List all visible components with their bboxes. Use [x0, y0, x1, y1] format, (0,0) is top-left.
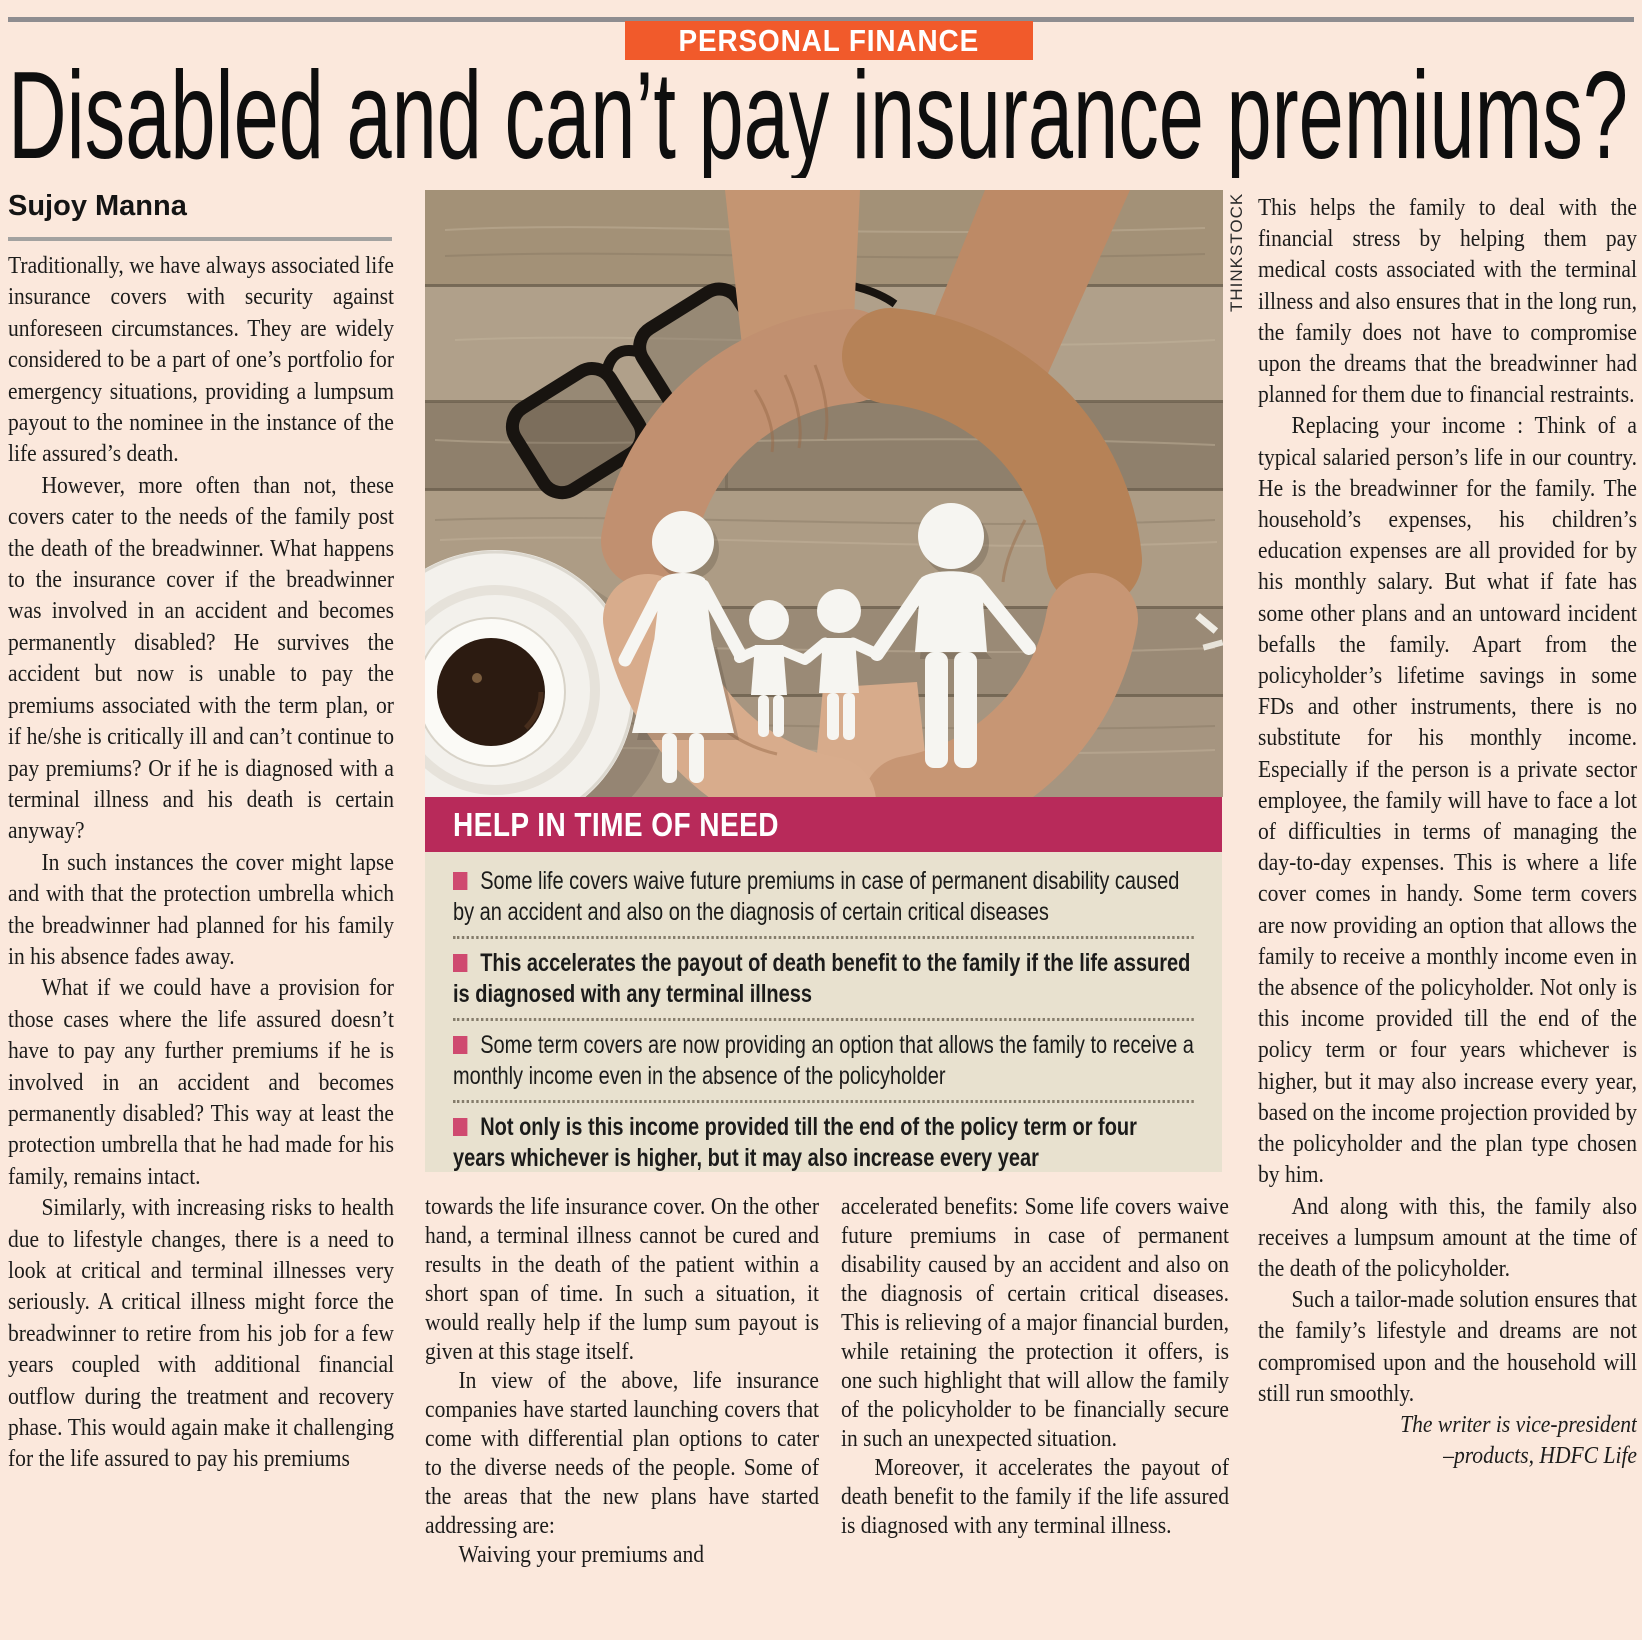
- article-photo: [425, 190, 1223, 797]
- byline-divider: [8, 237, 392, 241]
- paragraph: Moreover, it accelerates the payout of d…: [841, 1454, 1229, 1539]
- paragraph: Such a tailor-made solution ensures that…: [1258, 1286, 1637, 1407]
- infobox-item-text: This accelerates the payout of death ben…: [453, 949, 1191, 1008]
- paragraph: Traditionally, we have always associated…: [8, 252, 394, 468]
- author-byline: Sujoy Manna: [8, 190, 187, 222]
- infobox-item: Not only is this income provided till th…: [453, 1112, 1194, 1172]
- headline-text: Disabled and can’t pay insurance premium…: [8, 58, 1628, 178]
- infobox-item: Some term covers are now providing an op…: [453, 1030, 1194, 1092]
- top-divider: [8, 17, 1634, 22]
- paragraph: And along with this, the family also rec…: [1258, 1192, 1637, 1282]
- bullet-square-icon: [453, 872, 468, 890]
- article-column-middle-2: accelerated benefits: Some life covers w…: [841, 1192, 1229, 1640]
- writer-signoff: –products, HDFC Life: [1443, 1442, 1637, 1470]
- paragraph: In such instances the cover might lapse …: [8, 848, 394, 970]
- paragraph: Replacing your income : Think of a typic…: [1258, 412, 1637, 1189]
- paragraph: towards the life insurance cover. On the…: [425, 1193, 819, 1365]
- article-column-right: This helps the family to deal with the f…: [1258, 192, 1637, 1640]
- bullet-square-icon: [453, 1036, 468, 1054]
- infobox-title: HELP IN TIME OF NEED: [453, 806, 779, 843]
- photo-credit: THINKSTOCK: [1227, 192, 1246, 312]
- section-kicker: PERSONAL FINANCE: [625, 21, 1033, 60]
- writer-signoff: The writer is vice-president: [1400, 1410, 1637, 1438]
- bullet-square-icon: [453, 1118, 468, 1136]
- photo-illustration: [425, 190, 1223, 797]
- paragraph: Waiving your premiums and: [458, 1541, 705, 1568]
- dotted-divider: [453, 936, 1194, 939]
- paragraph: However, more often than not, these cove…: [8, 471, 394, 845]
- paragraph: What if we could have a provision for th…: [8, 974, 394, 1190]
- infobox-body: Some life covers waive future premiums i…: [425, 852, 1222, 1172]
- dotted-divider: [453, 1100, 1194, 1103]
- article-column-left: Traditionally, we have always associated…: [8, 250, 394, 1640]
- paragraph: This helps the family to deal with the f…: [1258, 194, 1637, 409]
- paper-family: [618, 503, 1036, 783]
- infobox-item-text: Not only is this income provided till th…: [453, 1113, 1137, 1172]
- infobox-item: This accelerates the payout of death ben…: [453, 948, 1194, 1010]
- bullet-square-icon: [453, 954, 468, 972]
- infobox-item-text: Some life covers waive future premiums i…: [453, 867, 1180, 926]
- paragraph: accelerated benefits: Some life covers w…: [841, 1193, 1229, 1452]
- paragraph: In view of the above, life insurance com…: [425, 1367, 819, 1539]
- paragraph: Similarly, with increasing risks to heal…: [8, 1194, 394, 1473]
- infobox-item: Some life covers waive future premiums i…: [453, 866, 1194, 928]
- headline: Disabled and can’t pay insurance premium…: [8, 47, 1634, 185]
- paper-scraps: [1195, 612, 1223, 651]
- infobox-header: HELP IN TIME OF NEED: [425, 797, 1222, 852]
- dotted-divider: [453, 1018, 1194, 1021]
- article-column-middle-1: towards the life insurance cover. On the…: [425, 1192, 819, 1640]
- section-kicker-label: PERSONAL FINANCE: [678, 23, 980, 58]
- infobox-item-text: Some term covers are now providing an op…: [453, 1031, 1194, 1090]
